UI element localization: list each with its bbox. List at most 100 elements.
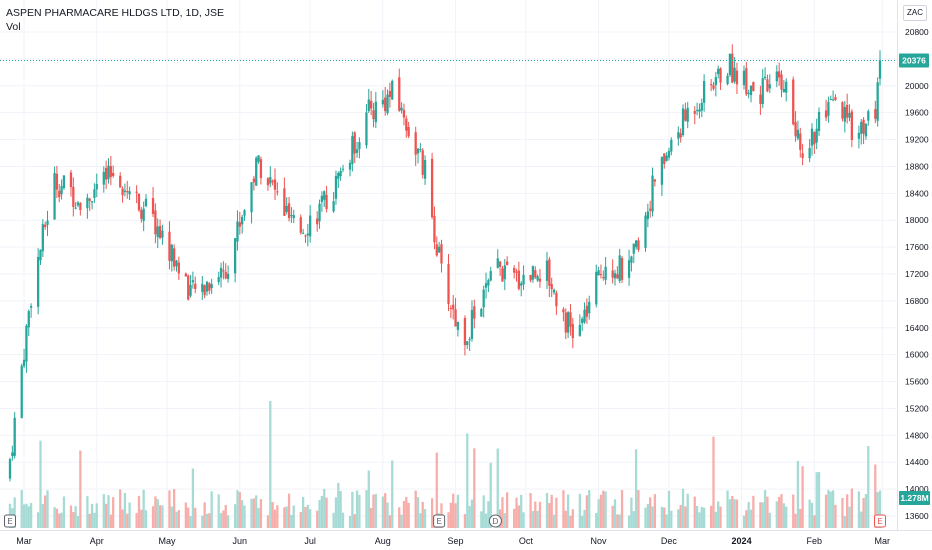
- volume-bar: [217, 494, 220, 528]
- time-tick-label: Dec: [661, 536, 678, 546]
- volume-bar: [473, 448, 476, 528]
- volume-bar: [536, 510, 539, 528]
- volume-bar: [219, 513, 223, 528]
- price-tick-label: 18800: [905, 161, 929, 171]
- candle-body: [348, 162, 352, 170]
- volume-bar: [520, 494, 523, 528]
- volume-bar: [41, 503, 44, 528]
- time-tick-label: Oct: [519, 536, 534, 546]
- volume-bar: [381, 496, 385, 528]
- volume-bar: [651, 506, 654, 528]
- volume-bar: [365, 490, 368, 528]
- price-axis[interactable]: 2080020400200001960019200188001840018000…: [905, 27, 929, 521]
- volume-bar: [550, 494, 553, 528]
- current-price-text: 20376: [902, 56, 926, 66]
- volume-bar: [646, 503, 649, 528]
- time-tick-label: 2024: [732, 536, 752, 546]
- axis-tags: 20376 1.278M: [899, 53, 930, 505]
- candle-body: [309, 215, 312, 237]
- current-volume-text: 1.278M: [900, 493, 928, 503]
- candle-body: [276, 191, 279, 193]
- candle-body: [119, 175, 122, 188]
- volume-bar: [369, 507, 373, 528]
- time-tick-label: Feb: [807, 536, 823, 546]
- candle-body: [339, 170, 342, 176]
- volume-bar: [353, 514, 356, 528]
- candle-body: [337, 172, 340, 179]
- volume-bar: [27, 506, 30, 528]
- candle-body: [29, 306, 33, 308]
- candle-body: [121, 188, 124, 196]
- candle-body: [255, 157, 258, 186]
- candle-body: [616, 274, 619, 279]
- candle-body: [534, 270, 537, 278]
- candle-body: [332, 201, 335, 212]
- candle-body: [698, 109, 701, 112]
- candle-body: [466, 341, 469, 346]
- volume-bar: [187, 507, 190, 528]
- candle-body: [41, 224, 44, 252]
- candle-body: [846, 104, 849, 118]
- candle-body: [62, 175, 66, 189]
- volume-label[interactable]: Vol: [6, 21, 21, 33]
- candle-body: [702, 80, 706, 103]
- candle-body: [351, 136, 354, 165]
- candle-body: [388, 90, 392, 98]
- candle-body: [430, 158, 434, 218]
- volume-bar: [79, 450, 82, 528]
- volume-bar: [170, 506, 173, 528]
- price-tick-label: 19200: [905, 135, 929, 145]
- candle-body: [46, 220, 49, 225]
- volume-bar: [749, 509, 753, 528]
- volume-bar: [782, 503, 785, 528]
- candle-body: [405, 118, 408, 131]
- time-axis[interactable]: Mar Apr May Jun Jul Aug Sep Oct Nov Dec 2024 Feb Mar: [16, 536, 890, 546]
- volume-bar: [848, 506, 851, 528]
- candle-body: [203, 285, 206, 296]
- volume-bar: [831, 490, 835, 528]
- candle-body: [22, 359, 26, 367]
- candle-body: [681, 108, 685, 136]
- event-marker-label: E: [436, 517, 441, 526]
- volume-bar: [644, 507, 647, 528]
- volume-bar: [447, 512, 450, 528]
- earnings-marker-icon[interactable]: [874, 514, 886, 528]
- price-tick-label: 13600: [905, 511, 929, 521]
- candle-body: [480, 308, 483, 317]
- candle-body: [454, 309, 457, 327]
- currency-badge[interactable]: ZAC: [903, 5, 927, 21]
- candle-body: [660, 156, 664, 185]
- candle-body: [191, 280, 195, 283]
- candle-body: [780, 74, 783, 90]
- volume-bar: [766, 496, 769, 528]
- symbol-title[interactable]: ASPEN PHARMACARE HLDGS LTD, 1D, JSE: [6, 7, 225, 19]
- price-tick-label: 14800: [905, 430, 929, 440]
- volume-bar: [531, 511, 535, 528]
- current-price-tag: [899, 53, 929, 68]
- volume-bar: [463, 514, 467, 528]
- candle-body: [581, 318, 584, 323]
- candle-body: [531, 266, 535, 280]
- volume-bar: [184, 502, 188, 528]
- volume-bar: [175, 511, 178, 528]
- candle-body: [304, 235, 307, 237]
- price-tick-label: 18400: [905, 188, 929, 198]
- candle-body: [44, 224, 47, 227]
- volume-bar: [423, 509, 427, 528]
- candle-body: [693, 110, 696, 114]
- candle-body: [834, 97, 837, 100]
- candle-body: [144, 198, 148, 207]
- volume-bar: [320, 495, 324, 528]
- earnings-marker-icon[interactable]: [433, 514, 446, 528]
- candle-body: [452, 304, 455, 310]
- candle-body: [874, 109, 877, 119]
- candle-body: [90, 201, 94, 203]
- candle-body: [785, 81, 788, 93]
- candle-body: [520, 283, 523, 286]
- volume-bar: [419, 513, 422, 528]
- earnings-marker-icon[interactable]: [4, 514, 16, 528]
- candle-body: [184, 273, 188, 277]
- volume-bar: [292, 505, 295, 528]
- dividend-marker-icon[interactable]: [488, 514, 502, 528]
